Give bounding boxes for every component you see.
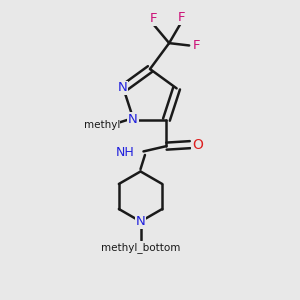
Text: N: N bbox=[128, 113, 138, 126]
Text: methyl: methyl bbox=[84, 120, 120, 130]
Text: N: N bbox=[118, 81, 128, 94]
Text: F: F bbox=[193, 39, 201, 52]
Text: O: O bbox=[192, 138, 203, 152]
Text: NH: NH bbox=[115, 146, 134, 158]
Text: methyl_bottom: methyl_bottom bbox=[101, 242, 180, 253]
Text: N: N bbox=[136, 215, 146, 228]
Text: F: F bbox=[150, 12, 158, 25]
Text: F: F bbox=[178, 11, 185, 24]
